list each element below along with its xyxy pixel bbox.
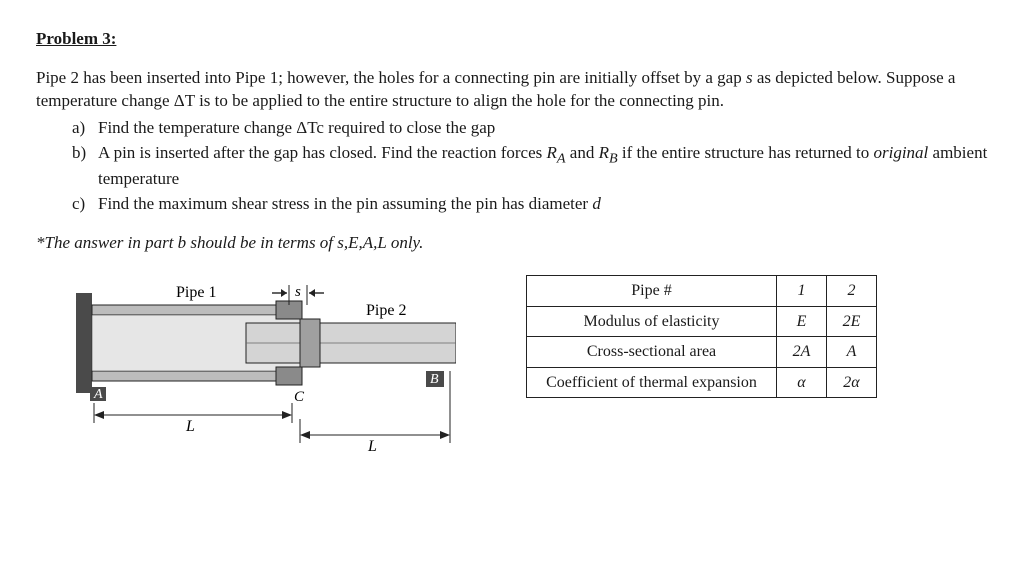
cell-2-2: 2α [827, 367, 877, 398]
cell-2-1: α [777, 367, 827, 398]
left-wall-icon [76, 293, 92, 393]
para-part-1: Pipe 2 has been inserted into Pipe 1; ho… [36, 68, 746, 87]
item-a: a) Find the temperature change ΔTc requi… [72, 117, 988, 140]
svg-text:B: B [430, 372, 439, 387]
cell-0-2: 2E [827, 306, 877, 337]
answer-note: *The answer in part b should be in terms… [36, 232, 988, 255]
row-label-2: Coefficient of thermal expansion [527, 367, 777, 398]
cell-0-1: E [777, 306, 827, 337]
table-row: Coefficient of thermal expansion α 2α [527, 367, 877, 398]
table-row: Modulus of elasticity E 2E [527, 306, 877, 337]
properties-table: Pipe # 1 2 Modulus of elasticity E 2E Cr… [526, 275, 877, 398]
pipe-figure: s Pipe 1 Pipe 2 A B C L [76, 275, 456, 455]
cell-1-2: A [827, 337, 877, 368]
svg-text:L: L [185, 418, 195, 435]
item-letter-b: b) [72, 142, 98, 191]
item-c: c) Find the maximum shear stress in the … [72, 193, 988, 216]
cell-1-1: 2A [777, 337, 827, 368]
table-header-row: Pipe # 1 2 [527, 276, 877, 307]
item-b: b) A pin is inserted after the gap has c… [72, 142, 988, 191]
left-L-dimension-icon: L [94, 403, 292, 435]
row-label-1: Cross-sectional area [527, 337, 777, 368]
row-label-0: Modulus of elasticity [527, 306, 777, 337]
question-list: a) Find the temperature change ΔTc requi… [72, 117, 988, 216]
svg-text:A: A [93, 387, 103, 402]
item-text-c: Find the maximum shear stress in the pin… [98, 193, 988, 216]
item-text-b: A pin is inserted after the gap has clos… [98, 142, 988, 191]
item-letter-c: c) [72, 193, 98, 216]
para-gap-s: s [746, 68, 753, 87]
pipe2-icon [246, 319, 456, 367]
svg-text:L: L [367, 438, 377, 455]
s-label: s [295, 284, 301, 300]
header-pipe-num: Pipe # [527, 276, 777, 307]
problem-title: Problem 3: [36, 28, 988, 51]
pipe2-label: Pipe 2 [366, 302, 406, 319]
header-col1: 1 [777, 276, 827, 307]
lower-content: s Pipe 1 Pipe 2 A B C L [36, 275, 988, 455]
svg-text:C: C [294, 389, 305, 405]
properties-table-wrap: Pipe # 1 2 Modulus of elasticity E 2E Cr… [526, 275, 988, 398]
pipe1-label: Pipe 1 [176, 284, 216, 301]
problem-statement: Pipe 2 has been inserted into Pipe 1; ho… [36, 67, 988, 113]
item-text-a: Find the temperature change ΔTc required… [98, 117, 988, 140]
item-letter-a: a) [72, 117, 98, 140]
table-row: Cross-sectional area 2A A [527, 337, 877, 368]
header-col2: 2 [827, 276, 877, 307]
